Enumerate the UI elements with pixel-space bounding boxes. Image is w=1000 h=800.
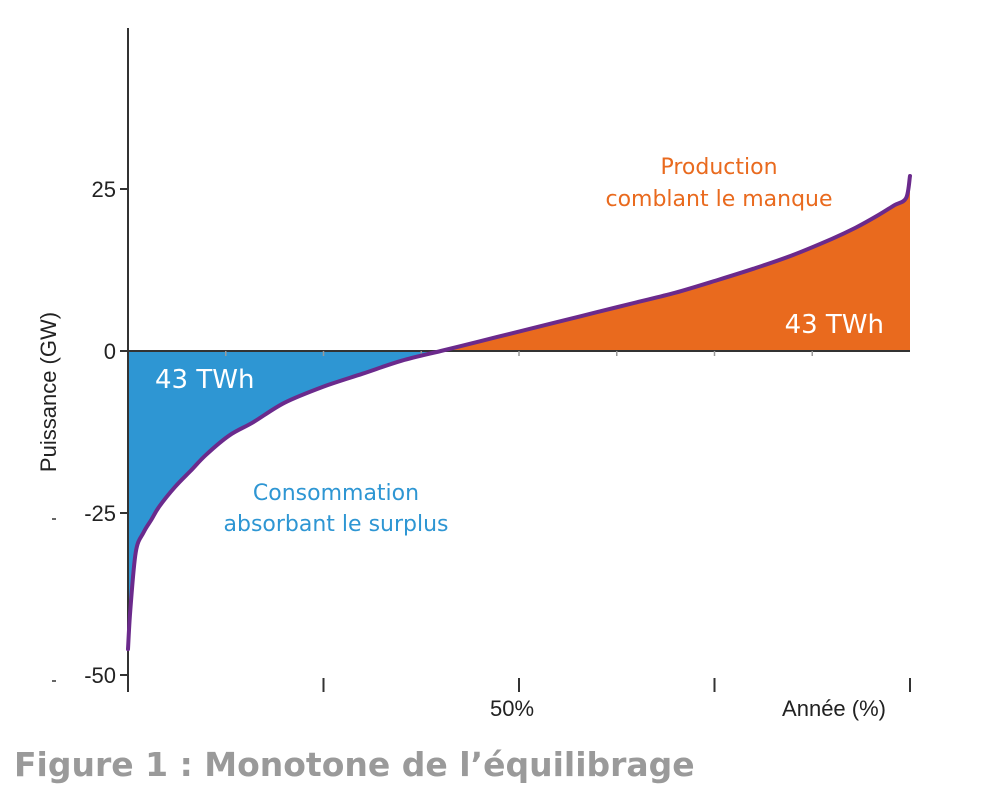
y-tick-label--50: -50 — [84, 663, 116, 688]
balance-curve — [126, 174, 912, 652]
surplus-area — [440, 176, 910, 351]
y-axis-title: Puissance (GW) — [36, 312, 61, 472]
x-tick-label-50: 50% — [490, 696, 534, 721]
left-energy-label: 43 TWh — [155, 365, 254, 395]
production-annotation-line1: Production — [660, 155, 777, 180]
y-tick-label--25: -25 — [84, 501, 116, 526]
x-axis-title: Année (%) — [782, 696, 886, 721]
y-tick-label-25: 25 — [92, 177, 116, 202]
deficit-area — [128, 351, 441, 650]
consumption-annotation-line2: absorbant le surplus — [224, 512, 449, 537]
figure-caption: Figure 1 : Monotone de l’équilibrage — [14, 745, 695, 784]
zero-line-ticks — [225, 351, 813, 356]
x-ticks — [127, 678, 911, 692]
y-tick-label-0: 0 — [104, 339, 116, 364]
right-energy-label: 43 TWh — [785, 310, 884, 340]
y-ticks: 25 0 -25 -50 — [52, 177, 128, 688]
production-annotation-line2: comblant le manque — [605, 187, 832, 212]
consumption-annotation-line1: Consommation — [253, 481, 419, 506]
